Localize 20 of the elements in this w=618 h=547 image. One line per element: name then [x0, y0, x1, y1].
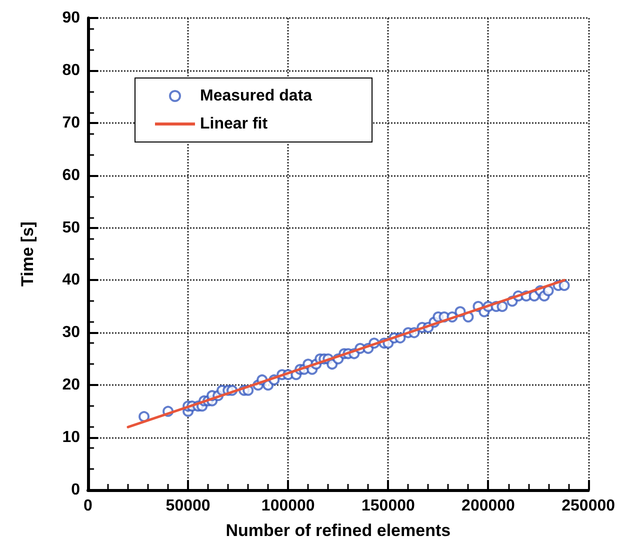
x-tick-label: 50000 [166, 498, 210, 514]
y-tick-label: 90 [62, 10, 80, 26]
x-axis-title: Number of refined elements [226, 521, 451, 540]
y-tick-label: 0 [71, 482, 80, 498]
y-tick-label: 80 [62, 62, 80, 79]
x-tick-label: 150000 [361, 498, 415, 514]
x-tick-label: 250000 [562, 498, 616, 514]
y-tick-label: 30 [62, 324, 80, 342]
y-tick-label: 60 [62, 166, 80, 184]
y-tick-label: 50 [62, 219, 80, 236]
x-tick-label: 0 [84, 498, 93, 514]
legend-label: Measured data [200, 88, 312, 104]
y-tick-label: 10 [62, 429, 80, 446]
x-tick-label: 200000 [462, 498, 516, 514]
y-axis-title: Time [s] [18, 222, 37, 286]
y-tick-label: 70 [62, 114, 80, 132]
legend-label: Linear fit [200, 116, 268, 132]
y-tick-label: 40 [62, 272, 80, 289]
y-tick-label: 20 [62, 376, 80, 394]
x-tick-label: 100000 [261, 498, 315, 514]
